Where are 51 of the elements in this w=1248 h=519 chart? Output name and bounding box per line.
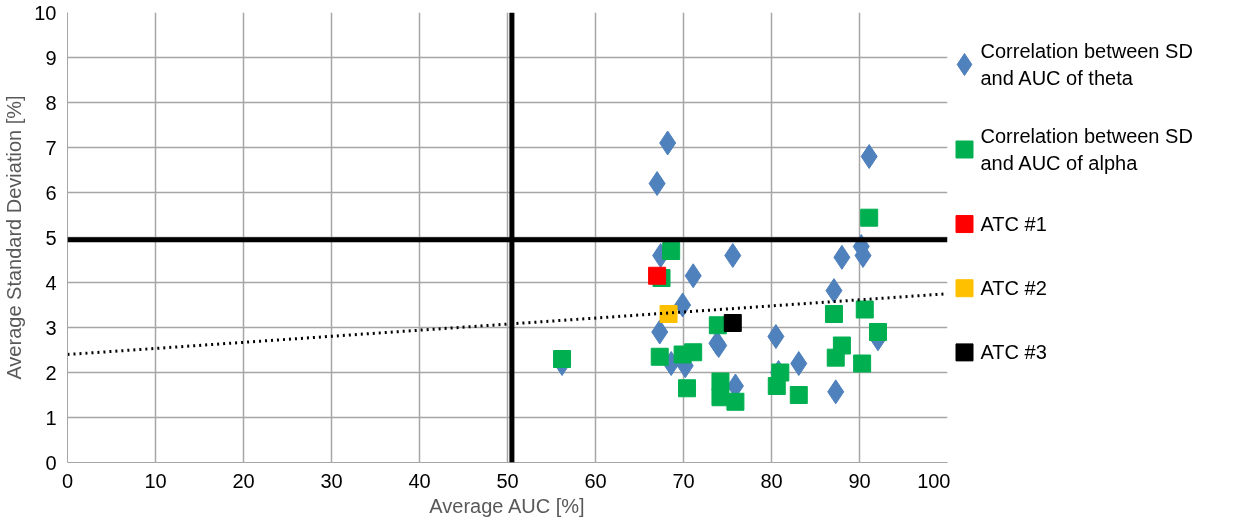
- point: [855, 300, 874, 319]
- legend-label: ATC #1: [980, 213, 1047, 236]
- point: [726, 392, 745, 411]
- y-tick-label: 10: [34, 1, 57, 24]
- y-tick-label: 6: [45, 181, 57, 204]
- x-tick-label: 40: [408, 469, 431, 492]
- y-tick-label: 5: [45, 226, 57, 249]
- point: [684, 343, 703, 362]
- point: [824, 305, 843, 323]
- legend-label: Correlation between SD and AUC of theta: [980, 40, 1193, 89]
- y-tick-label: 0: [45, 451, 57, 474]
- point: [789, 386, 808, 404]
- point: [553, 350, 572, 368]
- x-tick-label: 90: [848, 469, 871, 492]
- point: [826, 348, 845, 367]
- legend-label: ATC #3: [980, 341, 1047, 364]
- x-tick-label: 70: [672, 469, 695, 492]
- point: [790, 351, 808, 376]
- y-tick-label: 7: [45, 136, 57, 159]
- y-tick-label: 8: [45, 91, 57, 114]
- y-tick-label: 3: [45, 316, 57, 339]
- point: [724, 243, 742, 268]
- x-tick-label: 80: [760, 469, 783, 492]
- point: [662, 242, 681, 260]
- y-tick-label: 4: [45, 271, 57, 294]
- y-tick-label: 2: [45, 361, 57, 384]
- y-tick-label: 1: [45, 406, 57, 429]
- point: [678, 379, 697, 398]
- y-tick-label: 9: [45, 46, 57, 69]
- x-axis-title: Average AUC [%]: [429, 494, 585, 517]
- point: [860, 208, 879, 227]
- y-axis-title: Average Standard Deviation [%]: [3, 95, 26, 380]
- point: [648, 266, 667, 285]
- point: [767, 324, 785, 349]
- x-tick-label: 100: [917, 469, 951, 492]
- x-tick-label: 30: [320, 469, 343, 492]
- legend-label: Correlation between SD and AUC of alpha: [980, 125, 1193, 174]
- legend-label: ATC #2: [980, 277, 1047, 300]
- point: [853, 354, 872, 373]
- x-tick-label: 50: [496, 469, 519, 492]
- point: [723, 314, 742, 332]
- point: [860, 144, 878, 169]
- point: [767, 377, 786, 395]
- x-tick-label: 60: [584, 469, 607, 492]
- x-tick-label: 10: [144, 469, 167, 492]
- point: [659, 305, 678, 323]
- point: [868, 323, 887, 341]
- x-tick-label: 0: [61, 469, 74, 492]
- x-tick-label: 20: [232, 469, 255, 492]
- point: [648, 171, 666, 196]
- point: [650, 347, 669, 366]
